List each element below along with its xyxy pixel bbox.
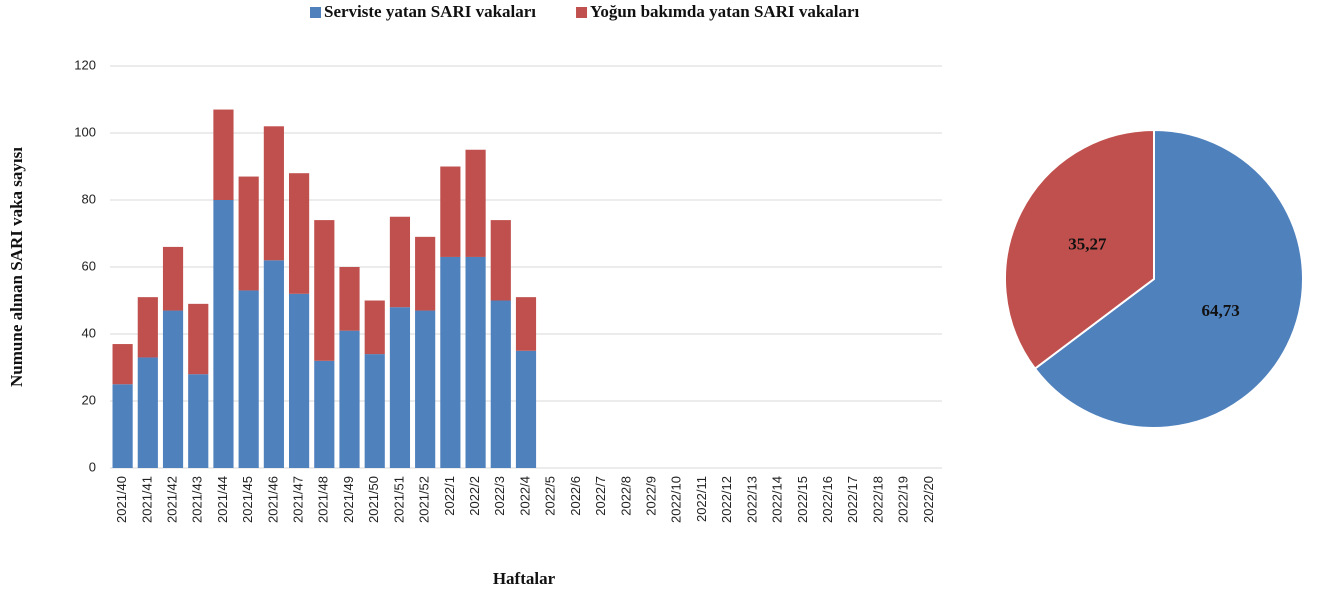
- bar: [364, 354, 385, 468]
- x-tick-label: 2022/15: [795, 476, 810, 523]
- bar: [415, 310, 436, 468]
- x-tick-label: 2022/17: [845, 476, 860, 523]
- bar: [339, 267, 360, 331]
- legend-swatch: [576, 7, 588, 18]
- bar: [263, 260, 284, 468]
- x-tick-label: 2021/45: [240, 476, 255, 523]
- bar: [490, 220, 511, 301]
- bar: [465, 149, 486, 257]
- x-tick-label: 2021/51: [391, 476, 406, 523]
- pie-slice: [1033, 128, 1304, 429]
- bar: [415, 236, 436, 311]
- x-tick-label: 2021/40: [114, 476, 129, 523]
- x-tick-label: 2022/14: [770, 476, 785, 523]
- x-tick-label: 2021/52: [417, 476, 432, 523]
- bar: [162, 310, 184, 468]
- bar: [515, 297, 537, 351]
- x-tick-label: 2021/44: [215, 476, 230, 523]
- bar: [515, 350, 537, 468]
- bar: [364, 300, 385, 355]
- x-tick-label: 2022/19: [896, 476, 911, 523]
- x-tick-label: 2022/9: [643, 476, 658, 516]
- y-tick-label: 0: [89, 459, 96, 474]
- y-tick-label: 60: [82, 258, 96, 273]
- bar: [112, 344, 133, 385]
- x-tick-label: 2022/4: [517, 476, 532, 516]
- x-tick-label: 2022/10: [669, 476, 684, 523]
- x-tick-label: 2022/7: [593, 476, 608, 516]
- x-tick-label: 2022/13: [744, 476, 759, 523]
- bar: [314, 360, 335, 468]
- bar: [263, 126, 284, 261]
- x-tick-label: 2022/12: [719, 476, 734, 523]
- x-tick-label: 2021/46: [265, 476, 280, 523]
- legend-label: Yoğun bakımda yatan SARI vakaları: [590, 2, 860, 21]
- x-tick-label: 2022/5: [543, 476, 558, 516]
- bar: [289, 293, 310, 468]
- x-tick-label: 2022/20: [921, 476, 936, 523]
- y-tick-label: 120: [74, 57, 96, 72]
- x-tick-label: 2022/8: [618, 476, 633, 516]
- bar: [289, 173, 310, 294]
- x-tick-label: 2021/49: [341, 476, 356, 523]
- x-tick-label: 2022/16: [820, 476, 835, 523]
- data-label: 64,73: [1202, 301, 1240, 320]
- y-tick-label: 100: [74, 124, 96, 139]
- bar: [389, 216, 411, 308]
- bar: [238, 176, 259, 291]
- x-tick-label: 2021/50: [366, 476, 381, 523]
- bar: [112, 384, 133, 468]
- bar: [490, 300, 511, 468]
- x-tick-label: 2022/3: [492, 476, 507, 516]
- bar: [238, 290, 259, 468]
- legend-swatch: [310, 7, 321, 18]
- bar: [162, 246, 184, 311]
- x-tick-label: 2022/2: [467, 476, 482, 516]
- bar: [465, 256, 486, 468]
- x-tick-label: 2022/6: [568, 476, 583, 516]
- y-axis-title: Numune alınan SARI vaka sayısı: [7, 147, 26, 387]
- x-tick-label: 2021/48: [316, 476, 331, 523]
- bar: [339, 330, 360, 468]
- x-tick-label: 2021/41: [139, 476, 154, 523]
- x-tick-label: 2021/43: [190, 476, 205, 523]
- bar: [440, 256, 461, 468]
- bar: [389, 307, 411, 468]
- bar: [314, 220, 335, 361]
- bar: [440, 166, 461, 257]
- pie-slice: [1004, 128, 1155, 371]
- bar: [137, 297, 158, 358]
- bar: [213, 109, 234, 200]
- x-tick-label: 2022/18: [870, 476, 885, 523]
- y-tick-label: 20: [82, 392, 96, 407]
- x-tick-label: 2022/11: [694, 476, 709, 522]
- x-axis-title: Haftalar: [493, 569, 556, 588]
- bar: [137, 357, 158, 468]
- y-tick-label: 40: [82, 325, 96, 340]
- x-tick-label: 2021/42: [164, 476, 179, 523]
- x-tick-label: 2021/47: [291, 476, 306, 523]
- bar: [188, 374, 209, 468]
- legend-label: Serviste yatan SARI vakaları: [324, 2, 536, 21]
- data-label: 35,27: [1068, 235, 1107, 254]
- x-tick-label: 2022/1: [442, 476, 457, 516]
- y-tick-label: 80: [82, 191, 96, 206]
- bar: [188, 303, 209, 375]
- bar: [213, 200, 234, 468]
